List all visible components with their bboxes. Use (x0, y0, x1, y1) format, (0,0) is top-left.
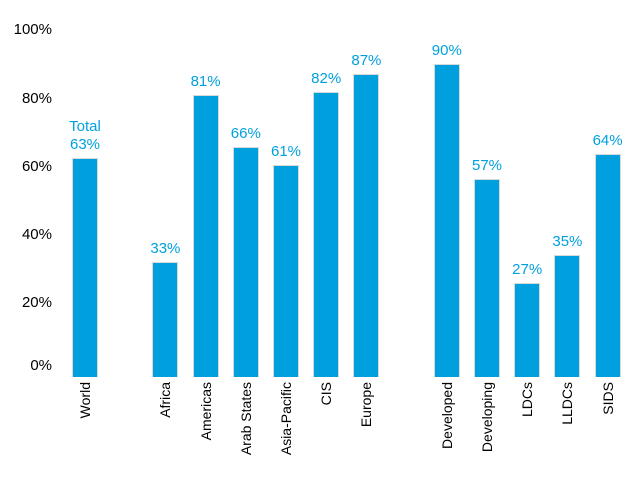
y-axis-tick-label: 100% (13, 21, 52, 38)
bar-developing (474, 178, 500, 377)
bar-ldcs (514, 283, 541, 377)
bar-europe (353, 74, 380, 377)
bar-value-label: 82% (311, 69, 342, 87)
bar-cis (313, 91, 340, 377)
x-axis-category-label: Asia-Pacific (278, 382, 294, 456)
x-axis-category-label: Developing (479, 382, 495, 453)
x-axis-category-label: Arab States (237, 382, 254, 456)
x-axis-category-label: CIS (318, 382, 335, 406)
y-axis-tick-label: 0% (30, 356, 52, 374)
x-axis-category-label: SIDS (599, 382, 616, 415)
x-axis-category-label: Europe (358, 382, 375, 428)
bar-africa (152, 262, 179, 377)
bar-value-label: 27% (512, 261, 543, 278)
bar-value-label: 90% (431, 41, 462, 59)
x-axis-category-label: Developed (438, 382, 455, 449)
bar-value-label: 66% (230, 125, 261, 143)
x-axis-category-label: World (77, 382, 93, 419)
bar-developed (433, 63, 460, 377)
y-axis-tick-label: 40% (21, 226, 52, 243)
bar-lldcs (554, 255, 581, 377)
y-axis-tick-label: 20% (21, 294, 52, 311)
x-axis-category-label: Africa (157, 382, 174, 418)
bar-value-label: 64% (592, 132, 623, 150)
bar-value-label: Total 63% (69, 117, 101, 153)
bar-value-label: 57% (471, 156, 503, 174)
bar-world (72, 157, 98, 377)
bar-value-label: 87% (351, 52, 382, 70)
bar-arab-states (232, 147, 259, 377)
x-axis-category-label: Americas (197, 382, 214, 441)
y-axis-tick-label: 60% (21, 158, 52, 175)
bar-value-label: 35% (552, 233, 583, 251)
bar-value-label: 33% (150, 240, 181, 258)
x-axis-category-label: LDCs (519, 382, 536, 418)
bar-asia-pacific (273, 164, 299, 377)
bar-value-label: 81% (190, 73, 221, 91)
bar-americas (192, 95, 219, 377)
bar-sids (594, 154, 621, 377)
y-axis-tick-label: 80% (21, 89, 52, 107)
x-axis-category-label: LLDCs (559, 382, 576, 425)
bar-value-label: 61% (270, 142, 302, 160)
